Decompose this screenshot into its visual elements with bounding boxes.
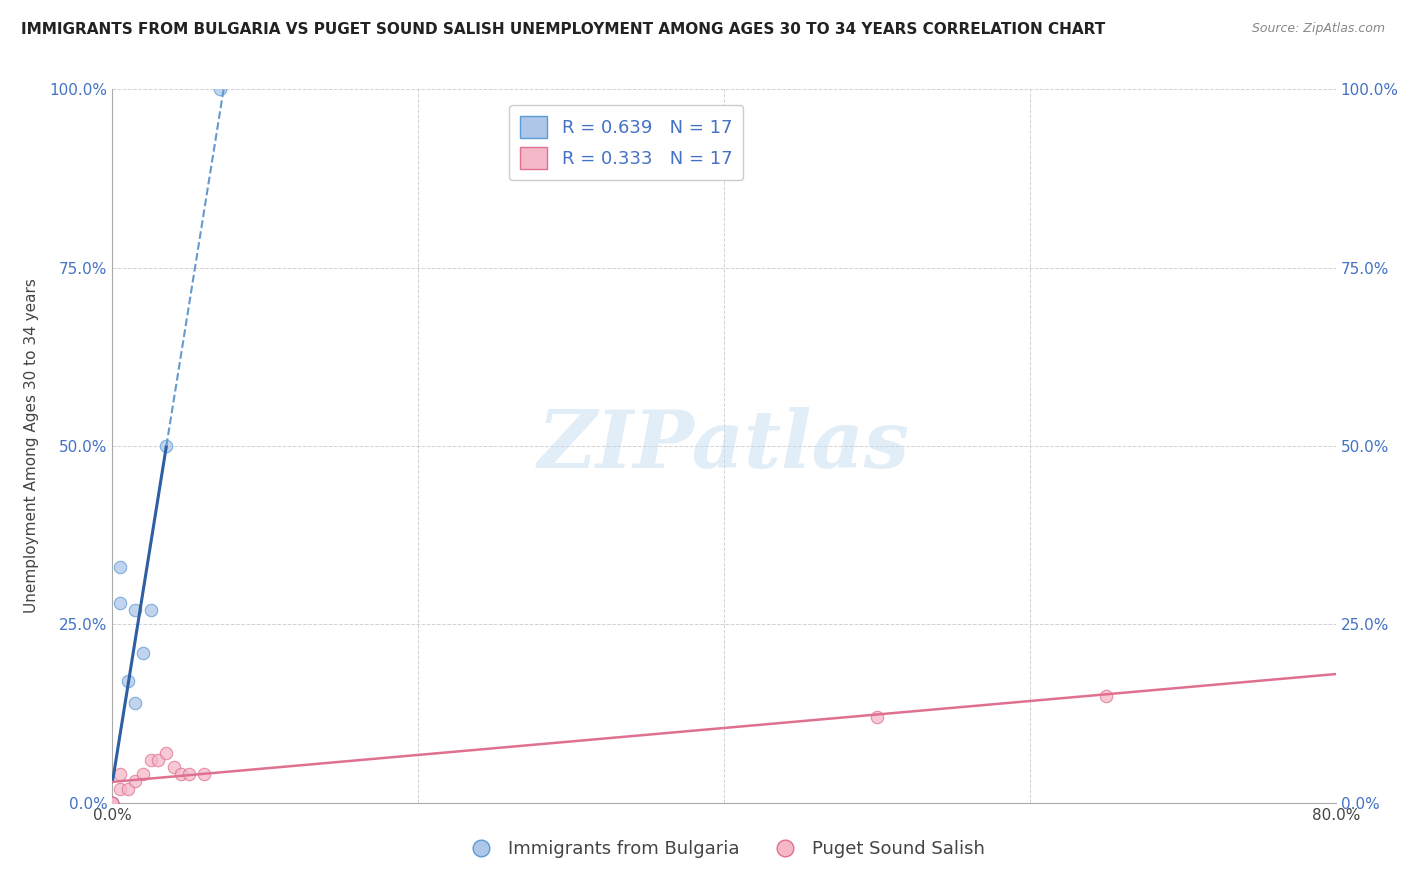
Point	[139, 603, 162, 617]
Point	[108, 596, 131, 610]
Point	[208, 82, 231, 96]
Point	[170, 767, 193, 781]
Point	[101, 796, 124, 810]
Point	[177, 767, 200, 781]
Point	[124, 603, 146, 617]
Text: Source: ZipAtlas.com: Source: ZipAtlas.com	[1251, 22, 1385, 36]
Point	[108, 781, 131, 796]
Point	[163, 760, 186, 774]
Legend: Immigrants from Bulgaria, Puget Sound Salish: Immigrants from Bulgaria, Puget Sound Sa…	[456, 833, 993, 865]
Point	[101, 796, 124, 810]
Point	[155, 439, 177, 453]
Point	[155, 746, 177, 760]
Point	[101, 796, 124, 810]
Point	[101, 796, 124, 810]
Point	[139, 753, 162, 767]
Y-axis label: Unemployment Among Ages 30 to 34 years: Unemployment Among Ages 30 to 34 years	[24, 278, 38, 614]
Text: ZIPatlas: ZIPatlas	[538, 408, 910, 484]
Point	[108, 767, 131, 781]
Text: IMMIGRANTS FROM BULGARIA VS PUGET SOUND SALISH UNEMPLOYMENT AMONG AGES 30 TO 34 : IMMIGRANTS FROM BULGARIA VS PUGET SOUND …	[21, 22, 1105, 37]
Point	[101, 796, 124, 810]
Point	[866, 710, 889, 724]
Point	[101, 796, 124, 810]
Point	[148, 753, 170, 767]
Point	[124, 696, 146, 710]
Point	[101, 796, 124, 810]
Point	[132, 646, 155, 660]
Point	[132, 767, 155, 781]
Point	[124, 774, 146, 789]
Point	[101, 796, 124, 810]
Point	[193, 767, 215, 781]
Point	[117, 674, 139, 689]
Point	[101, 796, 124, 810]
Point	[1095, 689, 1118, 703]
Point	[101, 796, 124, 810]
Point	[117, 781, 139, 796]
Point	[108, 560, 131, 574]
Point	[101, 796, 124, 810]
